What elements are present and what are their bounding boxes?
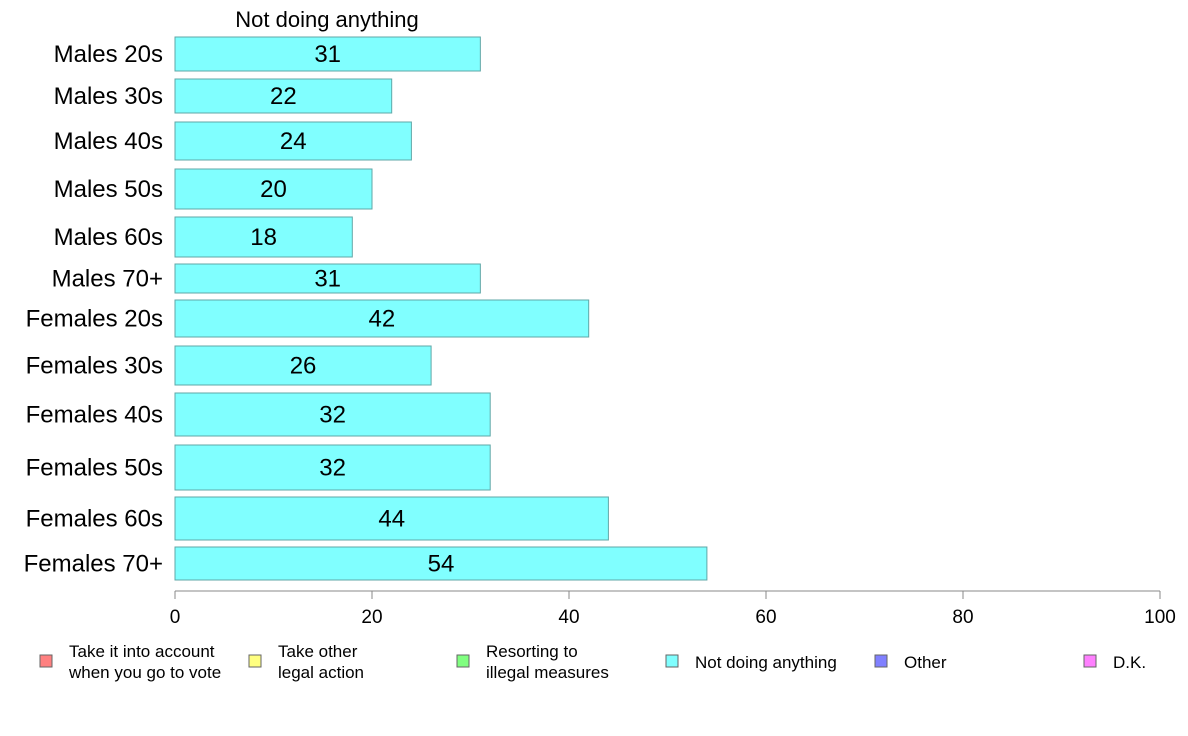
category-label: Males 50s	[54, 176, 163, 203]
category-label: Females 70+	[24, 551, 163, 578]
legend-label: illegal measures	[486, 663, 609, 682]
x-tick-label: 40	[558, 607, 579, 628]
category-label: Females 40s	[26, 402, 163, 429]
bar-value-label: 20	[260, 176, 287, 203]
bar	[174, 168, 373, 210]
legend-swatch	[665, 654, 679, 668]
bar-value-label: 24	[280, 128, 307, 155]
x-tick-label: 80	[952, 607, 973, 628]
legend-label: Take other	[278, 642, 358, 661]
bar-value-label: 26	[290, 353, 317, 380]
legend-swatch	[874, 654, 888, 668]
bar-value-label: 54	[428, 551, 455, 578]
bar	[174, 78, 393, 114]
bar	[174, 263, 481, 294]
bar-value-label: 44	[378, 506, 405, 533]
legend-swatch	[248, 654, 262, 668]
category-label: Females 60s	[26, 506, 163, 533]
x-tick-label: 100	[1144, 607, 1176, 628]
legend-label: D.K.	[1113, 653, 1146, 672]
bar-value-label: 31	[314, 41, 341, 68]
bar-value-label: 31	[314, 266, 341, 293]
category-label: Females 50s	[26, 455, 163, 482]
legend-label: Resorting to	[486, 642, 578, 661]
bar	[174, 121, 412, 161]
bar-value-label: 32	[319, 455, 346, 482]
bar	[174, 36, 481, 72]
x-tick-label: 20	[361, 607, 382, 628]
bar	[174, 299, 590, 338]
bar	[174, 496, 609, 541]
bar-value-label: 42	[368, 306, 395, 333]
legend-swatch	[456, 654, 470, 668]
bar	[174, 345, 432, 386]
legend-label: legal action	[278, 663, 364, 682]
legend-swatch	[39, 654, 53, 668]
category-label: Males 30s	[54, 83, 163, 110]
category-label: Males 40s	[54, 128, 163, 155]
bar-value-label: 32	[319, 402, 346, 429]
category-label: Males 70+	[52, 266, 163, 293]
bar	[174, 216, 353, 258]
legend-label: Not doing anything	[695, 653, 837, 672]
category-label: Males 60s	[54, 224, 163, 251]
x-tick-label: 60	[755, 607, 776, 628]
category-label: Females 20s	[26, 306, 163, 333]
chart-title: Not doing anything	[235, 7, 418, 32]
bar	[174, 444, 491, 491]
category-label: Males 20s	[54, 41, 163, 68]
x-tick-label: 0	[170, 607, 181, 628]
bar	[174, 392, 491, 437]
category-label: Females 30s	[26, 353, 163, 380]
bar	[174, 546, 708, 581]
bar-value-label: 22	[270, 83, 297, 110]
legend-label: Other	[904, 653, 947, 672]
bar-value-label: 18	[250, 224, 277, 251]
legend-label: Take it into account	[69, 642, 215, 661]
legend-swatch	[1083, 654, 1097, 668]
legend-label: when you go to vote	[68, 663, 221, 682]
